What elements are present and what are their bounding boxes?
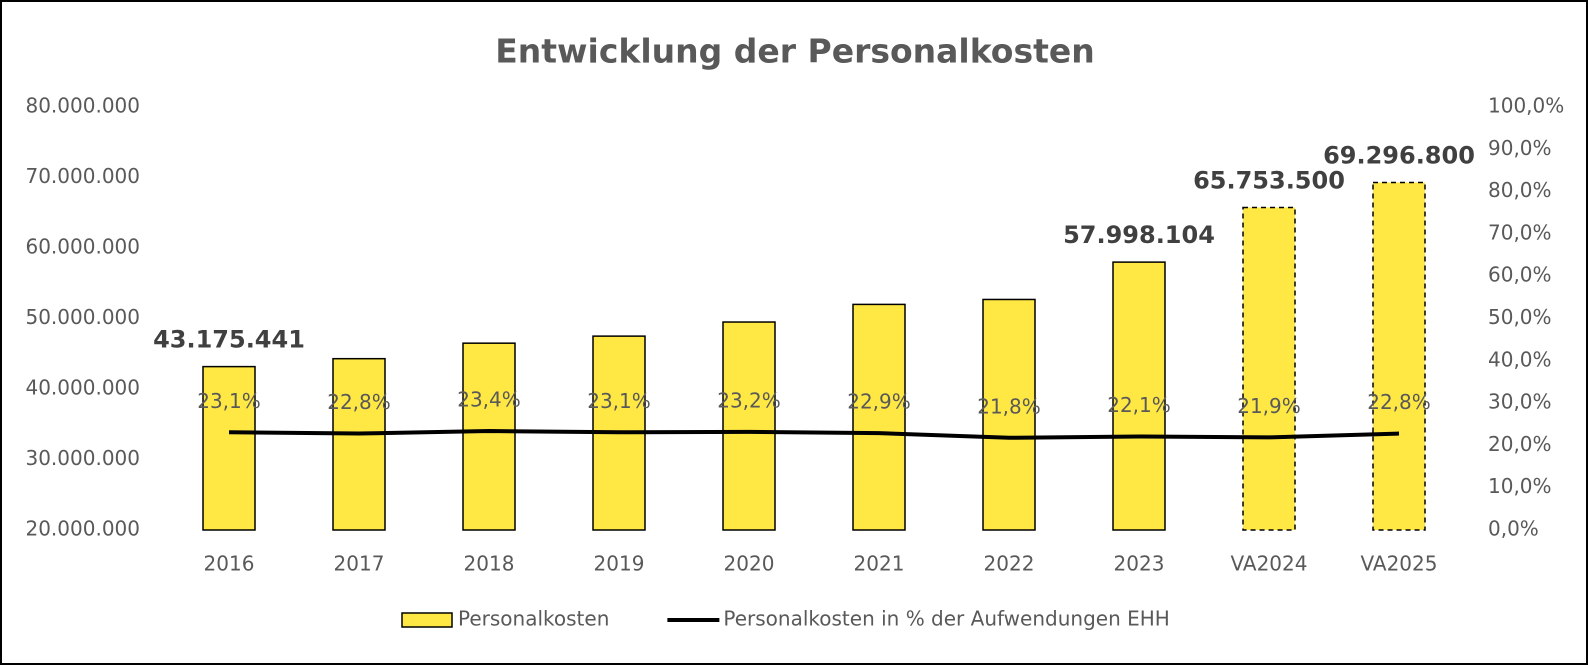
x-tick-label: 2018 <box>464 552 515 576</box>
bar <box>982 298 1036 531</box>
x-tick-label: VA2024 <box>1231 552 1308 576</box>
line-value-label: 21,9% <box>1237 394 1301 418</box>
x-tick-label: 2022 <box>984 552 1035 576</box>
line-value-label: 22,8% <box>327 390 391 414</box>
bar <box>1372 181 1426 531</box>
y-tick-label: 20.000.000 <box>25 517 140 541</box>
line-value-label: 23,4% <box>457 388 521 412</box>
line-value-label: 23,1% <box>587 389 651 413</box>
x-tick-label: 2017 <box>334 552 385 576</box>
y-tick-label: 40.000.000 <box>25 376 140 400</box>
bar <box>852 303 906 531</box>
line-value-label: 21,8% <box>977 394 1041 418</box>
legend-swatch <box>401 612 453 628</box>
x-tick-label: VA2025 <box>1361 552 1438 576</box>
y-tick-label: 60.000.000 <box>25 235 140 259</box>
y2-tick-label: 80,0% <box>1488 178 1552 202</box>
bar-value-label: 43.175.441 <box>153 326 305 354</box>
line-value-label: 23,1% <box>197 389 261 413</box>
legend-label: Personalkosten <box>458 607 609 631</box>
x-tick-label: 2019 <box>594 552 645 576</box>
line-value-label: 22,8% <box>1367 390 1431 414</box>
y2-tick-label: 0,0% <box>1488 517 1539 541</box>
y2-tick-label: 30,0% <box>1488 390 1552 414</box>
y-tick-label: 30.000.000 <box>25 446 140 470</box>
bar <box>202 365 256 531</box>
bar <box>462 342 516 531</box>
y2-tick-label: 50,0% <box>1488 305 1552 329</box>
bar-value-label: 69.296.800 <box>1323 141 1475 169</box>
y-tick-label: 80.000.000 <box>25 94 140 118</box>
bar <box>1242 206 1296 531</box>
bar-value-label: 65.753.500 <box>1193 166 1345 194</box>
x-tick-label: 2016 <box>204 552 255 576</box>
line-value-label: 22,9% <box>847 390 911 414</box>
y-tick-label: 70.000.000 <box>25 164 140 188</box>
y2-tick-label: 90,0% <box>1488 136 1552 160</box>
y-tick-label: 50.000.000 <box>25 305 140 329</box>
legend-label: Personalkosten in % der Aufwendungen EHH <box>723 607 1169 631</box>
line <box>228 429 1400 440</box>
y2-tick-label: 40,0% <box>1488 347 1552 371</box>
x-tick-label: 2020 <box>724 552 775 576</box>
bar-value-label: 57.998.104 <box>1063 221 1215 249</box>
bar <box>332 357 386 531</box>
x-tick-label: 2021 <box>854 552 905 576</box>
y2-tick-label: 70,0% <box>1488 220 1552 244</box>
line-value-label: 23,2% <box>717 388 781 412</box>
y2-tick-label: 100,0% <box>1488 94 1564 118</box>
y2-tick-label: 20,0% <box>1488 432 1552 456</box>
x-tick-label: 2023 <box>1114 552 1165 576</box>
line-value-label: 22,1% <box>1107 393 1171 417</box>
y2-tick-label: 60,0% <box>1488 263 1552 287</box>
y2-tick-label: 10,0% <box>1488 474 1552 498</box>
bar <box>722 321 776 531</box>
bar <box>1112 261 1166 531</box>
chart-title: Entwicklung der Personalkosten <box>495 32 1095 71</box>
